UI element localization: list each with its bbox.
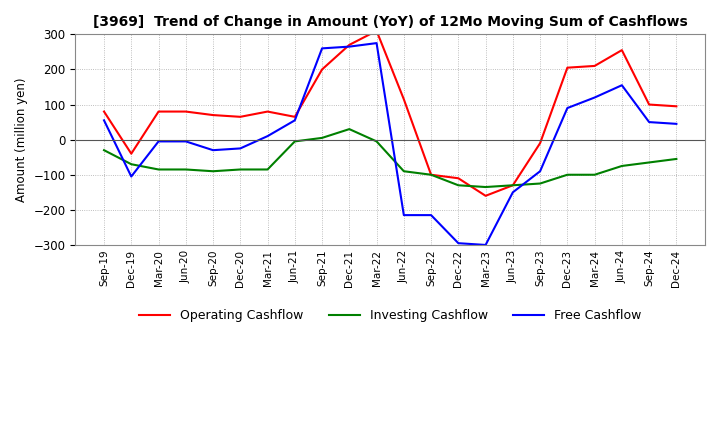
Free Cashflow: [264, 133, 272, 139]
Investing Cashflow: [536, 181, 544, 186]
Free Cashflow: [481, 242, 490, 248]
Investing Cashflow: [99, 147, 108, 153]
Investing Cashflow: [290, 139, 299, 144]
Investing Cashflow: [236, 167, 245, 172]
Investing Cashflow: [127, 161, 135, 167]
Free Cashflow: [154, 139, 163, 144]
Operating Cashflow: [508, 183, 517, 188]
Free Cashflow: [536, 169, 544, 174]
Free Cashflow: [99, 117, 108, 123]
Free Cashflow: [454, 241, 463, 246]
Free Cashflow: [672, 121, 680, 126]
Investing Cashflow: [563, 172, 572, 177]
Operating Cashflow: [345, 42, 354, 48]
Title: [3969]  Trend of Change in Amount (YoY) of 12Mo Moving Sum of Cashflows: [3969] Trend of Change in Amount (YoY) o…: [93, 15, 688, 29]
Line: Operating Cashflow: Operating Cashflow: [104, 31, 676, 196]
Operating Cashflow: [209, 113, 217, 118]
Operating Cashflow: [454, 176, 463, 181]
Operating Cashflow: [645, 102, 654, 107]
Operating Cashflow: [481, 193, 490, 198]
Investing Cashflow: [209, 169, 217, 174]
Operating Cashflow: [536, 140, 544, 146]
Operating Cashflow: [127, 151, 135, 156]
Operating Cashflow: [400, 97, 408, 102]
Free Cashflow: [590, 95, 599, 100]
Free Cashflow: [318, 46, 326, 51]
Y-axis label: Amount (million yen): Amount (million yen): [15, 77, 28, 202]
Free Cashflow: [181, 139, 190, 144]
Investing Cashflow: [345, 126, 354, 132]
Investing Cashflow: [618, 163, 626, 169]
Free Cashflow: [345, 44, 354, 49]
Free Cashflow: [209, 147, 217, 153]
Free Cashflow: [508, 190, 517, 195]
Investing Cashflow: [427, 172, 436, 177]
Free Cashflow: [563, 106, 572, 111]
Investing Cashflow: [672, 156, 680, 161]
Legend: Operating Cashflow, Investing Cashflow, Free Cashflow: Operating Cashflow, Investing Cashflow, …: [134, 304, 647, 327]
Operating Cashflow: [236, 114, 245, 120]
Free Cashflow: [400, 213, 408, 218]
Operating Cashflow: [563, 65, 572, 70]
Operating Cashflow: [318, 67, 326, 72]
Operating Cashflow: [181, 109, 190, 114]
Free Cashflow: [645, 119, 654, 125]
Operating Cashflow: [290, 114, 299, 120]
Investing Cashflow: [372, 139, 381, 144]
Investing Cashflow: [508, 183, 517, 188]
Operating Cashflow: [590, 63, 599, 69]
Operating Cashflow: [154, 109, 163, 114]
Investing Cashflow: [181, 167, 190, 172]
Operating Cashflow: [618, 48, 626, 53]
Operating Cashflow: [672, 104, 680, 109]
Investing Cashflow: [454, 183, 463, 188]
Free Cashflow: [372, 40, 381, 46]
Operating Cashflow: [99, 109, 108, 114]
Investing Cashflow: [481, 184, 490, 190]
Investing Cashflow: [400, 169, 408, 174]
Investing Cashflow: [318, 135, 326, 140]
Line: Investing Cashflow: Investing Cashflow: [104, 129, 676, 187]
Investing Cashflow: [154, 167, 163, 172]
Investing Cashflow: [645, 160, 654, 165]
Free Cashflow: [618, 83, 626, 88]
Free Cashflow: [427, 213, 436, 218]
Free Cashflow: [127, 174, 135, 179]
Investing Cashflow: [590, 172, 599, 177]
Operating Cashflow: [427, 172, 436, 177]
Investing Cashflow: [264, 167, 272, 172]
Operating Cashflow: [372, 28, 381, 33]
Free Cashflow: [290, 117, 299, 123]
Operating Cashflow: [264, 109, 272, 114]
Line: Free Cashflow: Free Cashflow: [104, 43, 676, 245]
Free Cashflow: [236, 146, 245, 151]
